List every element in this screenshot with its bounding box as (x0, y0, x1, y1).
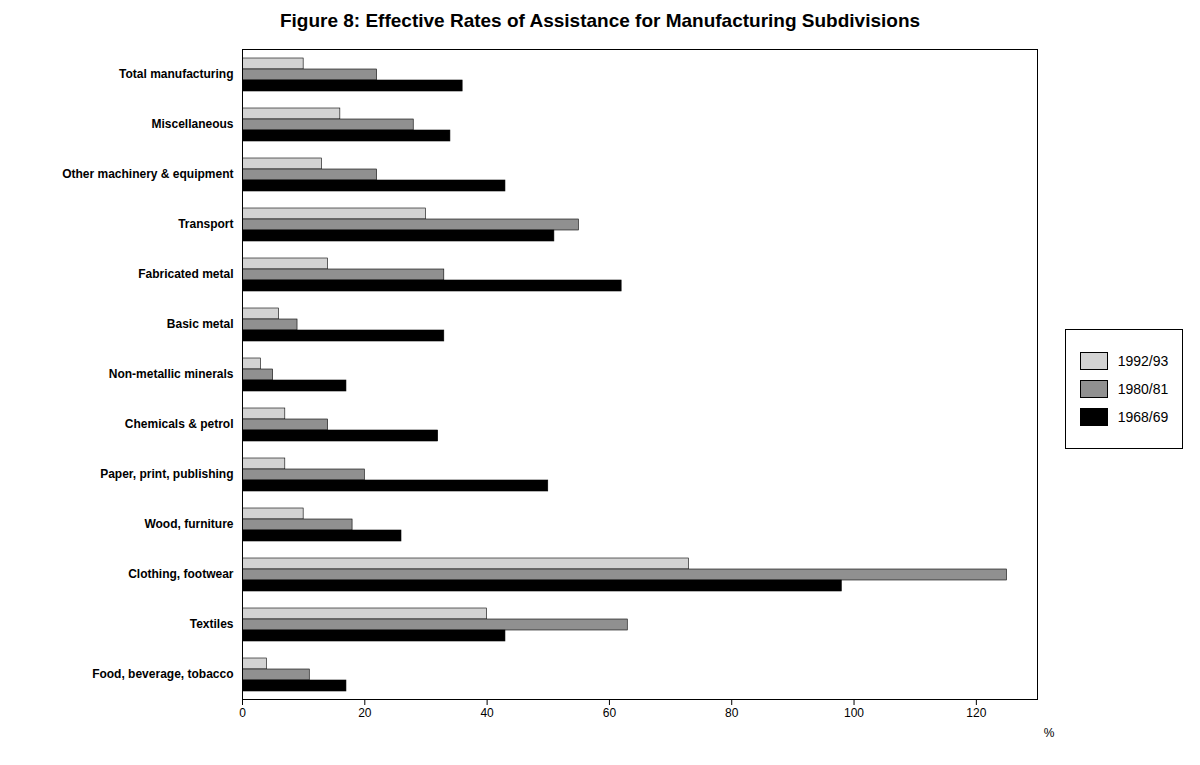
svg-text:Chemicals & petrol: Chemicals & petrol (124, 417, 233, 431)
html-text:1980/81: 1980/81 (1117, 380, 1169, 397)
svg-text:Fabricated metal: Fabricated metal (138, 267, 233, 281)
html-text:1968/69: 1968/69 (1117, 408, 1169, 425)
svg-text:60: 60 (602, 706, 616, 720)
svg-text:100: 100 (844, 706, 864, 720)
svg-text:Basic metal: Basic metal (166, 317, 233, 331)
html-text:1992/93: 1992/93 (1117, 352, 1169, 369)
svg-text:Total manufacturing: Total manufacturing (119, 67, 233, 81)
svg-text:0: 0 (239, 706, 246, 720)
svg-text:Other machinery & equipment: Other machinery & equipment (62, 167, 233, 181)
svg-text:Miscellaneous: Miscellaneous (151, 117, 233, 131)
html-text:Figure 8: Effective Rates of A: Figure 8: Effective Rates of Assistance … (279, 10, 921, 31)
svg-text:120: 120 (966, 706, 986, 720)
svg-text:Clothing, footwear: Clothing, footwear (128, 567, 234, 581)
svg-text:%: % (1044, 726, 1055, 740)
svg-text:Paper, print, publishing: Paper, print, publishing (100, 467, 233, 481)
svg-text:Textiles: Textiles (189, 617, 233, 631)
svg-text:80: 80 (725, 706, 739, 720)
svg-text:Food, beverage, tobacco: Food, beverage, tobacco (92, 667, 233, 681)
svg-text:Non-metallic minerals: Non-metallic minerals (108, 367, 233, 381)
svg-text:Transport: Transport (178, 217, 233, 231)
svg-text:Wood, furniture: Wood, furniture (144, 517, 233, 531)
svg-text:20: 20 (358, 706, 372, 720)
svg-text:40: 40 (480, 706, 494, 720)
